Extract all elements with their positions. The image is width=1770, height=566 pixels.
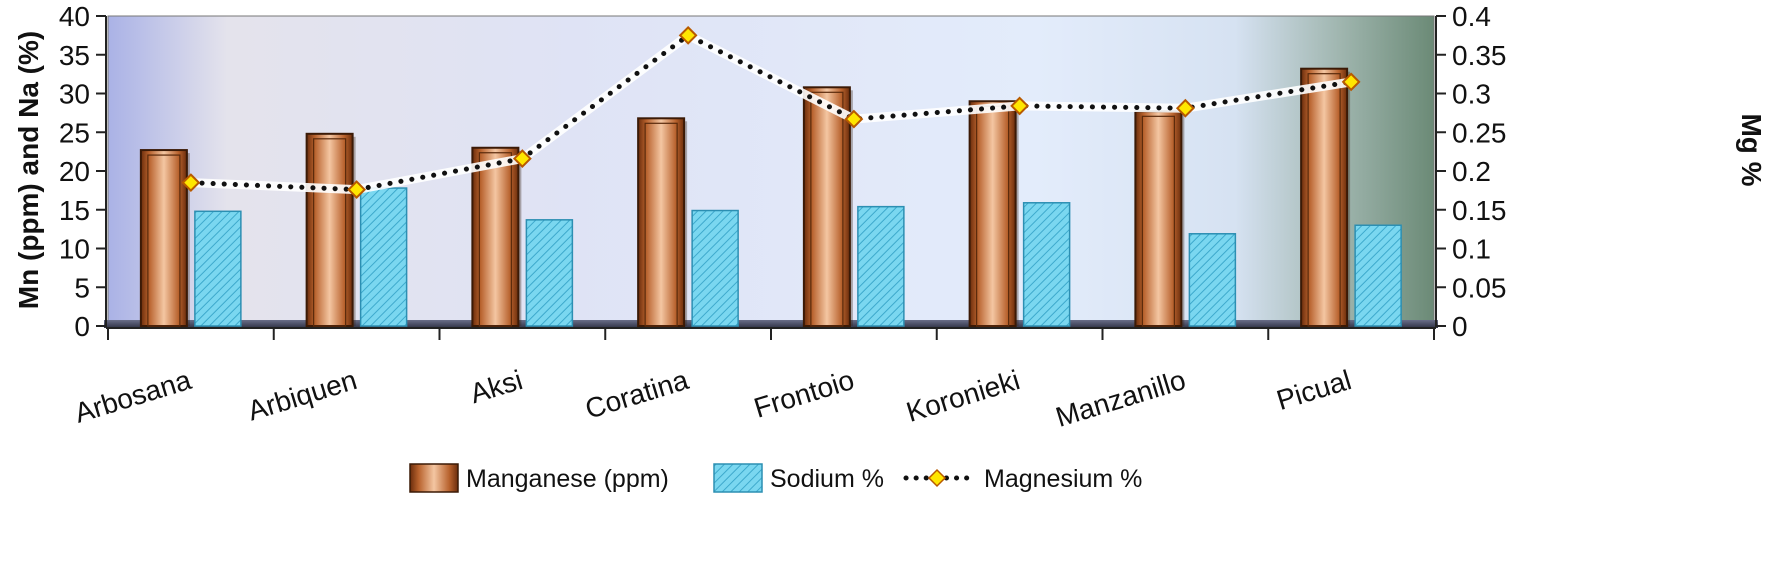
y-tick-label-right: 0.3 xyxy=(1452,79,1491,110)
legend-label-sodium: Sodium % xyxy=(770,465,884,493)
manganese-bar xyxy=(637,117,686,327)
legend-swatch-sodium xyxy=(713,463,763,493)
magnesium-point xyxy=(844,109,864,129)
y-tick-label-right: 0.2 xyxy=(1452,156,1491,187)
sodium-bar xyxy=(359,187,408,327)
sodium-bar xyxy=(525,219,574,327)
x-category-label: Coratina xyxy=(582,364,693,425)
y-axis-title-left: Mn (ppm) and Na (%) xyxy=(13,31,44,309)
y-tick-label-right: 0.15 xyxy=(1452,195,1507,226)
magnesium-point xyxy=(347,180,367,200)
legend: Manganese (ppm) Sodium % Magnesium % xyxy=(409,463,1142,493)
y-tick-label-left: 10 xyxy=(59,234,90,265)
y-tick-label-left: 15 xyxy=(59,195,90,226)
manganese-bar-bevel xyxy=(147,154,181,327)
y-tick-label-left: 0 xyxy=(74,311,90,342)
manganese-bar xyxy=(139,149,188,327)
sodium-bar xyxy=(1022,202,1071,327)
manganese-bar-bevel xyxy=(1141,115,1175,327)
sodium-bar xyxy=(1188,233,1237,327)
manganese-bar-bevel xyxy=(1307,73,1341,327)
legend-swatch-manganese xyxy=(409,463,459,493)
legend-label-manganese: Manganese (ppm) xyxy=(466,465,669,493)
magnesium-point xyxy=(512,149,532,169)
x-category-label: Frontoio xyxy=(750,364,857,424)
magnesium-point xyxy=(1175,98,1195,118)
y-tick-label-right: 0.35 xyxy=(1452,40,1507,71)
x-category-label: Koronieki xyxy=(903,364,1024,428)
manganese-bar xyxy=(1134,110,1183,327)
y-tick-label-left: 40 xyxy=(59,1,90,32)
x-category-label: Manzanillo xyxy=(1052,364,1189,433)
y-tick-label-right: 0.1 xyxy=(1452,234,1491,265)
y-tick-label-left: 30 xyxy=(59,79,90,110)
sodium-bar xyxy=(857,205,905,327)
magnesium-point xyxy=(1010,96,1030,116)
legend-label-magnesium: Magnesium % xyxy=(984,465,1142,493)
manganese-bar-bevel xyxy=(313,138,347,327)
y-axis-title-right: Mg % xyxy=(1736,113,1767,186)
plot-layer xyxy=(104,25,1438,328)
magnesium-point xyxy=(678,25,698,45)
y-tick-label-left: 5 xyxy=(74,272,90,303)
y-tick-label-right: 0.05 xyxy=(1452,272,1507,303)
x-category-label: Aksi xyxy=(466,364,526,409)
sodium-bar xyxy=(691,209,739,327)
manganese-bar-bevel xyxy=(810,91,844,327)
manganese-bar-bevel xyxy=(644,122,678,327)
plot-floor xyxy=(104,320,1438,328)
magnesium-point xyxy=(181,173,201,193)
y-tick-label-left: 35 xyxy=(59,40,90,71)
x-category-label: Picual xyxy=(1273,364,1355,416)
manganese-bar-bevel xyxy=(478,152,512,327)
magnesium-point xyxy=(1341,72,1361,92)
x-category-label: Arbosana xyxy=(71,364,195,429)
legend-swatch-magnesium-marker xyxy=(927,468,947,488)
sodium-bar xyxy=(194,210,242,327)
y-tick-label-right: 0.4 xyxy=(1452,1,1491,32)
manganese-bar xyxy=(802,86,851,327)
y-tick-label-left: 20 xyxy=(59,156,90,187)
x-category-label: Arbiquen xyxy=(244,364,360,426)
sodium-bar xyxy=(1354,224,1402,327)
magnesium-line xyxy=(188,32,1354,193)
y-tick-label-left: 25 xyxy=(59,117,90,148)
y-tick-label-right: 0.25 xyxy=(1452,117,1507,148)
y-tick-label-right: 0 xyxy=(1452,311,1468,342)
